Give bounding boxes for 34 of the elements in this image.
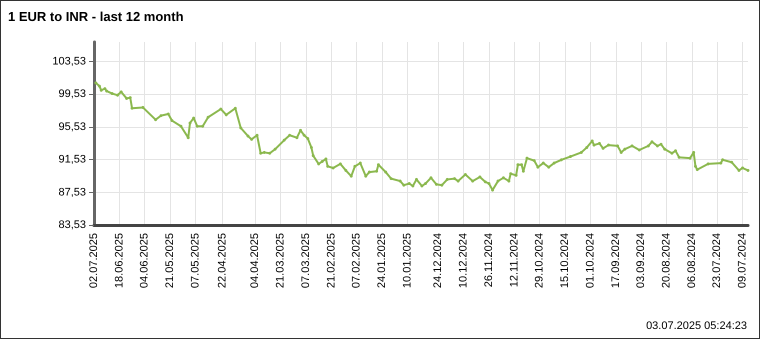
x-tick-label: 01.10.2024 — [584, 233, 596, 288]
x-tick-label: 07.05.2025 — [189, 233, 202, 288]
x-tick-label: 24.01.2025 — [376, 233, 388, 288]
chart-title: 1 EUR to INR - last 12 month — [8, 9, 184, 24]
x-tick-label: 18.06.2025 — [113, 233, 126, 288]
x-tick-label: 12.11.2024 — [508, 233, 520, 288]
x-tick-label: 22.04.2025 — [216, 233, 229, 288]
x-tick-label: 07.03.2025 — [300, 233, 312, 288]
x-tick-label: 09.07.2024 — [736, 233, 749, 288]
y-tick-label: 99,53 — [58, 88, 86, 100]
x-tick-label: 15.10.2024 — [559, 233, 572, 288]
x-tick-label: 21.02.2025 — [325, 233, 338, 288]
y-tick-label: 91,53 — [58, 154, 86, 166]
x-tick-label: 04.04.2025 — [249, 233, 262, 288]
x-tick-label: 26.11.2024 — [482, 233, 495, 288]
x-tick-label: 07.02.2025 — [350, 233, 363, 288]
x-tick-label: 17.09.2024 — [610, 233, 622, 288]
x-tick-label: 03.09.2024 — [635, 233, 648, 288]
x-tick-label: 20.08.2024 — [660, 233, 672, 288]
y-tick-label: 95,53 — [58, 120, 86, 133]
x-tick-label: 10.12.2024 — [458, 233, 470, 288]
x-tick-label: 29.10.2024 — [534, 233, 546, 288]
text: 03.07.2025 05:24:23 — [646, 320, 747, 332]
y-tick-label: 83,53 — [58, 219, 86, 231]
x-tick-label: 24.12.2024 — [432, 233, 444, 288]
y-tick-label: 87,53 — [58, 186, 86, 198]
x-tick-label: 06.08.2024 — [686, 233, 698, 288]
x-tick-label: 21.05.2025 — [164, 233, 176, 288]
x-tick-label: 21.03.2025 — [274, 233, 287, 288]
y-tick-label: 103,53 — [52, 55, 86, 68]
x-tick-label: 23.07.2024 — [711, 233, 724, 288]
x-tick-label: 10.01.2025 — [401, 233, 414, 288]
x-tick-label: 04.06.2025 — [138, 233, 151, 288]
x-tick-label: 02.07.2025 — [88, 233, 100, 288]
